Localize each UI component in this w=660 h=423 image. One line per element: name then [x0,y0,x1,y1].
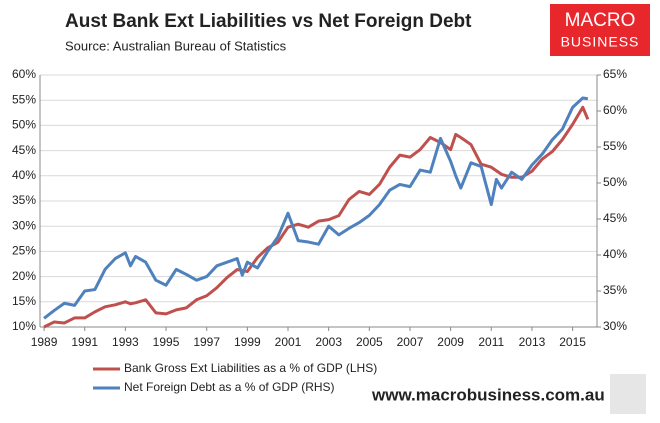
x-tick-label: 2005 [356,335,383,349]
logo-text: MACRO [565,10,636,31]
y-tick-label: 60% [12,67,36,81]
logo-text: BUSINESS [561,34,640,50]
y-tick-label: 40% [12,168,36,182]
legend-label: Net Foreign Debt as a % of GDP (RHS) [124,380,335,394]
x-tick-label: 2011 [478,335,504,349]
y-tick-label: 25% [12,244,36,258]
x-tick-label: 2003 [315,335,342,349]
y2-tick-label: 40% [603,247,627,261]
y2-tick-label: 45% [603,211,627,225]
x-tick-label: 2007 [397,335,424,349]
y-tick-label: 35% [12,193,36,207]
y2-tick-label: 60% [603,103,627,117]
y2-tick-label: 65% [603,67,627,81]
y-tick-label: 10% [12,319,36,333]
x-tick-label: 1995 [153,335,180,349]
y-tick-label: 15% [12,294,36,308]
x-tick-label: 1991 [71,335,98,349]
chart-subtitle: Source: Australian Bureau of Statistics [65,38,287,53]
x-tick-label: 1999 [234,335,261,349]
footer-icon [610,374,646,414]
y-tick-label: 30% [12,218,36,232]
y-tick-label: 20% [12,269,36,283]
y2-tick-label: 35% [603,283,627,297]
series-line [43,105,590,329]
chart-title: Aust Bank Ext Liabilities vs Net Foreign… [65,11,472,32]
x-tick-label: 2015 [559,335,586,349]
legend-label: Bank Gross Ext Liabilities as a % of GDP… [124,361,377,375]
x-tick-label: 2009 [437,335,464,349]
x-tick-label: 1997 [193,335,220,349]
series-line [43,96,589,320]
y2-tick-label: 55% [603,139,627,153]
footer-url: www.macrobusiness.com.au [371,385,605,404]
y-tick-label: 45% [12,143,36,157]
y2-tick-label: 30% [603,319,627,333]
x-tick-label: 2013 [519,335,546,349]
x-tick-label: 2001 [275,335,302,349]
y2-tick-label: 50% [603,175,627,189]
x-tick-label: 1989 [31,335,58,349]
y-tick-label: 50% [12,118,36,132]
x-tick-label: 1993 [112,335,139,349]
logo-box [550,4,650,56]
y-tick-label: 55% [12,92,36,106]
